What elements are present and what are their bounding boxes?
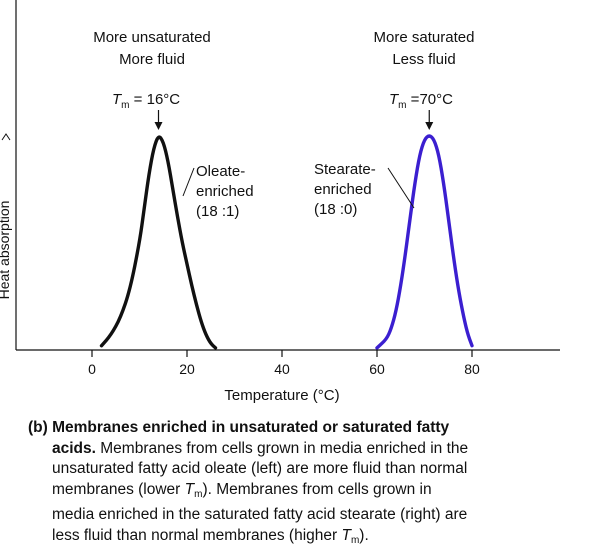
right-heading-line-2: Less fluid xyxy=(392,51,455,68)
caption-title-1: (b) Membranes enriched in unsaturated or… xyxy=(28,419,450,436)
caption-text-3b: ). Membranes from cells grown in xyxy=(202,480,432,498)
x-axis-label: Temperature (°C) xyxy=(224,387,339,404)
right-heading-line-1: More saturated xyxy=(374,29,475,46)
y-axis-arrow-icon xyxy=(1,133,11,141)
x-tick-label: 60 xyxy=(369,361,385,377)
caption-text-5b: ). xyxy=(359,526,369,544)
caption-text-2: unsaturated fatty acid oleate (left) are… xyxy=(52,460,468,477)
oleate-leader-line xyxy=(182,167,195,197)
left-heading-line-2: More fluid xyxy=(119,51,185,68)
melting-curve-chart: Heat absorption 0 20 40 60 80 Temperature (°C)… xyxy=(0,0,560,404)
right-tm-arrowhead-icon xyxy=(425,122,434,130)
left-tm-arrowhead-icon xyxy=(154,122,163,130)
chart-axes: Heat absorption 0 20 40 60 80 Temperature (°C) xyxy=(0,0,560,404)
x-tick-label: 20 xyxy=(179,361,195,377)
chart-annotations: More unsaturated More fluid Tm = 16°C More … xyxy=(93,29,474,220)
chart-curves xyxy=(99,134,474,350)
caption-tm-2: T xyxy=(341,526,351,544)
left-tm-label: Tm = 16°C xyxy=(112,91,180,111)
caption-title-2: acids. xyxy=(52,439,96,457)
oleate-curve-label: Oleate- xyxy=(196,163,245,180)
x-tick-label: 40 xyxy=(274,361,290,377)
y-axis-label: Heat absorption xyxy=(0,201,12,300)
caption-text-5a: less fluid than normal membranes (higher xyxy=(52,526,342,544)
caption-tm-1: T xyxy=(184,480,195,498)
left-heading-line-1: More unsaturated xyxy=(93,29,211,46)
caption-tm-1-sub: m xyxy=(194,488,203,500)
caption-text-4: media enriched in the saturated fatty ac… xyxy=(52,506,468,523)
right-tm-label: Tm =70°C xyxy=(389,91,453,111)
stearate-leader-line xyxy=(387,167,415,209)
oleate-curve-label: enriched xyxy=(196,183,254,200)
x-tick-label: 80 xyxy=(464,361,480,377)
caption-tm-2-sub: m xyxy=(350,534,360,546)
caption-text-1: Membranes from cells grown in media enri… xyxy=(95,439,469,457)
stearate-curve-label: enriched xyxy=(314,181,372,198)
stearate-curve-label: (18 :0) xyxy=(314,201,357,218)
stearate-curve xyxy=(375,134,474,350)
figure-caption: (b) Membranes enriched in unsaturated or… xyxy=(28,418,588,551)
x-tick-label: 0 xyxy=(88,361,96,377)
oleate-curve xyxy=(99,135,218,350)
caption-text-3a: membranes (lower xyxy=(52,480,185,498)
stearate-curve-label: Stearate- xyxy=(314,161,376,178)
oleate-curve-label: (18 :1) xyxy=(196,203,239,220)
